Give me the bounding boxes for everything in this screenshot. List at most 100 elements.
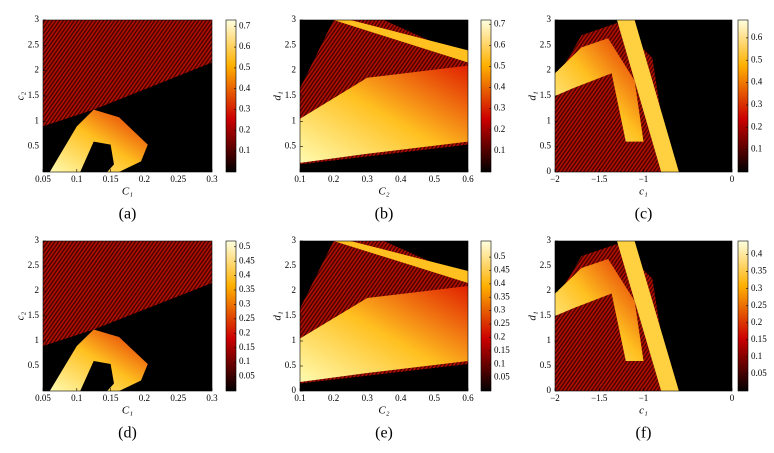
y-tick-label: 2 (35, 65, 40, 75)
heatmap-region (333, 241, 468, 283)
colorbar-tick-label: 0.7 (239, 20, 251, 30)
colorbar-tick-label: 0.05 (751, 368, 767, 378)
x-tick-label: 0.05 (35, 393, 51, 403)
colorbar-tick-label: 0.3 (239, 299, 251, 309)
colorbar-tick-label: 0.6 (239, 41, 251, 51)
x-axis-label: C₁ (122, 405, 133, 417)
y-tick-label: 2 (547, 285, 552, 295)
x-tick-label: 0.3 (206, 393, 218, 403)
x-tick-label: −1 (639, 393, 649, 403)
colorbar-tick-label: 0.1 (751, 351, 762, 361)
panel-label: (b) (375, 206, 394, 223)
x-tick-label: 0.3 (206, 174, 218, 184)
x-tick-label: 0.1 (294, 174, 305, 184)
x-tick-label: 0.3 (362, 174, 374, 184)
y-tick-label: 2.5 (285, 39, 297, 49)
y-tick-label: 3 (547, 14, 552, 24)
x-tick-label: 0 (730, 174, 735, 184)
colorbar-tick-label: 0.05 (494, 372, 510, 382)
x-tick-label: 0.1 (71, 174, 82, 184)
colorbar-tick-label: 0.2 (494, 331, 505, 341)
colorbar-tick-label: 0.35 (239, 284, 255, 294)
y-tick-label: 1 (292, 335, 297, 345)
colorbar-tick-label: 0.7 (494, 18, 506, 28)
colorbar-tick-label: 0.1 (751, 144, 762, 154)
panel-label: (c) (635, 206, 653, 223)
heatmap-region (43, 20, 212, 127)
y-tick-label: 0.5 (28, 141, 40, 151)
y-tick-label: 2.5 (540, 39, 552, 49)
heatmap-region (80, 141, 114, 172)
x-axis-label: C₂ (378, 186, 389, 198)
x-tick-label: 0.05 (35, 174, 51, 184)
colorbar-tick-label: 0.15 (751, 334, 767, 344)
colorbar (225, 240, 237, 392)
heatmap-region (300, 286, 468, 382)
heatmap-region (616, 241, 679, 391)
x-tick-label: −2 (550, 174, 560, 184)
colorbar-tick-label: 0.25 (239, 313, 255, 323)
y-tick-label: 1 (292, 115, 297, 125)
x-tick-label: 0.2 (328, 393, 339, 403)
x-tick-label: 0.25 (170, 174, 186, 184)
y-tick-label: 2.5 (28, 39, 40, 49)
y-tick-label: 1.5 (28, 90, 40, 100)
x-tick-label: 0 (730, 393, 735, 403)
x-tick-label: 0.4 (395, 174, 407, 184)
colorbar-tick-label: 0.4 (751, 77, 763, 87)
x-tick-label: 0.5 (429, 393, 441, 403)
heatmap-region (300, 65, 468, 163)
x-tick-label: −1.5 (591, 393, 608, 403)
x-tick-label: 0.1 (294, 393, 305, 403)
x-tick-label: 0.25 (170, 393, 186, 403)
colorbar-tick-label: 0.15 (239, 342, 255, 352)
y-tick-label: 0 (547, 166, 552, 176)
x-axis-label: C₂ (378, 405, 389, 417)
y-tick-label: 3 (35, 14, 40, 24)
colorbar-tick-label: 0.1 (494, 145, 505, 155)
colorbar-tick-label: 0.5 (494, 251, 506, 261)
panel-label: (f) (636, 425, 652, 442)
y-axis-label: d₁ (272, 311, 284, 321)
y-axis-label: d₁ (527, 91, 539, 101)
colorbar-tick-label: 0.05 (239, 371, 255, 381)
heatmap-region (49, 329, 148, 391)
colorbar-tick-label: 0.5 (751, 54, 763, 64)
colorbar-tick-label: 0.15 (494, 345, 510, 355)
y-axis-label: d₁ (527, 311, 539, 321)
heatmap-region (80, 361, 114, 391)
colorbar-tick-label: 0.5 (494, 61, 506, 71)
y-tick-label: 1.5 (285, 90, 297, 100)
heatmap-region (616, 20, 679, 172)
y-tick-label: 1 (35, 335, 40, 345)
y-tick-label: 2.5 (28, 260, 40, 270)
y-tick-label: 0 (292, 385, 297, 395)
y-tick-label: 1 (35, 115, 40, 125)
y-tick-label: 1 (547, 335, 552, 345)
colorbar-tick-label: 0.45 (239, 255, 255, 265)
colorbar-tick-label: 0.3 (494, 305, 506, 315)
x-tick-label: 0.4 (395, 393, 407, 403)
y-tick-label: 0.5 (540, 141, 552, 151)
y-tick-label: 1.5 (285, 310, 297, 320)
x-tick-label: 0.15 (103, 174, 119, 184)
y-tick-label: 2 (547, 65, 552, 75)
heatmap-region (333, 20, 468, 63)
x-tick-label: −1 (639, 174, 649, 184)
x-axis-label: c₁ (639, 186, 648, 198)
y-axis-label: c₂ (15, 91, 27, 100)
x-axis-label: c₁ (639, 405, 648, 417)
y-tick-label: 1 (547, 115, 552, 125)
colorbar-tick-label: 0.5 (239, 241, 251, 251)
x-tick-label: 0.1 (71, 393, 82, 403)
colorbar-tick-label: 0.4 (239, 83, 251, 93)
y-tick-label: 3 (547, 235, 552, 245)
colorbar (737, 240, 749, 392)
colorbar-tick-label: 0.4 (751, 249, 763, 259)
y-tick-label: 2 (292, 65, 297, 75)
x-tick-label: 0.3 (362, 393, 374, 403)
x-tick-label: 0.2 (139, 393, 150, 403)
colorbar-tick-label: 0.25 (494, 318, 510, 328)
colorbar-tick-label: 0.6 (494, 39, 506, 49)
